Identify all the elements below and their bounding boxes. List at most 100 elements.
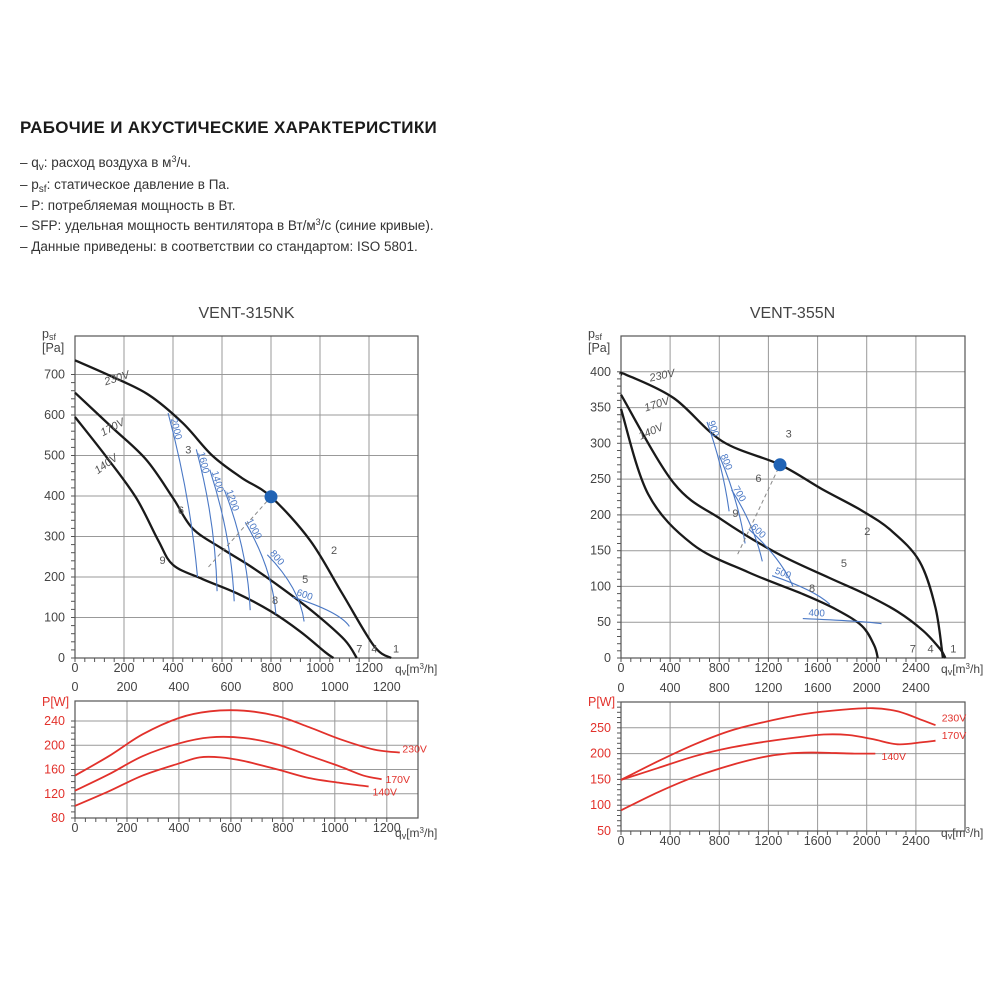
svg-text:5: 5 xyxy=(841,558,847,570)
svg-text:0: 0 xyxy=(618,681,625,695)
svg-text:0: 0 xyxy=(604,651,611,665)
svg-text:6: 6 xyxy=(755,473,761,485)
svg-text:800: 800 xyxy=(718,453,734,473)
svg-text:9: 9 xyxy=(160,555,166,567)
svg-text:400: 400 xyxy=(168,680,189,694)
svg-text:600: 600 xyxy=(220,821,241,835)
svg-text:0: 0 xyxy=(58,651,65,665)
svg-text:1200: 1200 xyxy=(373,821,401,835)
svg-text:3: 3 xyxy=(786,429,792,441)
svg-text:240: 240 xyxy=(44,714,65,728)
svg-text:1200: 1200 xyxy=(754,661,782,675)
svg-text:200: 200 xyxy=(117,821,138,835)
svg-text:300: 300 xyxy=(590,436,611,450)
svg-text:230V: 230V xyxy=(102,368,133,388)
svg-text:0: 0 xyxy=(72,821,79,835)
svg-text:300: 300 xyxy=(44,530,65,544)
svg-text:800: 800 xyxy=(272,680,293,694)
svg-text:800: 800 xyxy=(261,661,282,675)
svg-text:4: 4 xyxy=(371,643,377,655)
svg-text:2400: 2400 xyxy=(902,661,930,675)
svg-text:2000: 2000 xyxy=(853,661,881,675)
svg-text:2000: 2000 xyxy=(853,681,881,695)
svg-text:140V: 140V xyxy=(637,421,667,443)
svg-text:0: 0 xyxy=(618,834,625,848)
svg-text:2: 2 xyxy=(331,545,337,557)
svg-text:230V: 230V xyxy=(942,713,967,725)
svg-text:100: 100 xyxy=(44,611,65,625)
svg-text:1200: 1200 xyxy=(373,680,401,694)
svg-text:120: 120 xyxy=(44,787,65,801)
svg-text:1200: 1200 xyxy=(754,681,782,695)
svg-text:3: 3 xyxy=(185,445,191,457)
svg-text:140V: 140V xyxy=(882,751,907,763)
svg-text:230V: 230V xyxy=(402,744,427,756)
svg-text:200: 200 xyxy=(117,680,138,694)
svg-text:400: 400 xyxy=(808,608,825,620)
svg-text:7: 7 xyxy=(910,643,916,655)
svg-text:100: 100 xyxy=(590,579,611,593)
svg-text:800: 800 xyxy=(709,834,730,848)
svg-text:150: 150 xyxy=(590,544,611,558)
svg-text:1200: 1200 xyxy=(754,834,782,848)
svg-text:1: 1 xyxy=(950,643,956,655)
svg-text:1400: 1400 xyxy=(209,470,226,495)
svg-text:700: 700 xyxy=(730,484,748,504)
svg-text:2400: 2400 xyxy=(902,834,930,848)
svg-text:230V: 230V xyxy=(647,367,677,385)
svg-text:170V: 170V xyxy=(942,730,967,742)
svg-text:1600: 1600 xyxy=(804,661,832,675)
svg-text:160: 160 xyxy=(44,763,65,777)
svg-text:800: 800 xyxy=(709,681,730,695)
svg-text:170V: 170V xyxy=(643,395,673,415)
svg-text:200: 200 xyxy=(590,508,611,522)
svg-text:900: 900 xyxy=(705,419,721,438)
svg-text:600: 600 xyxy=(212,661,233,675)
svg-text:5: 5 xyxy=(302,574,308,586)
svg-text:170V: 170V xyxy=(386,774,411,786)
svg-text:400: 400 xyxy=(163,661,184,675)
svg-text:200: 200 xyxy=(44,570,65,584)
svg-text:1000: 1000 xyxy=(321,680,349,694)
svg-text:1000: 1000 xyxy=(321,821,349,835)
svg-text:100: 100 xyxy=(590,798,611,812)
svg-text:1600: 1600 xyxy=(195,451,211,475)
svg-text:400: 400 xyxy=(660,661,681,675)
svg-text:50: 50 xyxy=(597,615,611,629)
svg-text:350: 350 xyxy=(590,401,611,415)
svg-text:0: 0 xyxy=(72,680,79,694)
svg-text:400: 400 xyxy=(660,834,681,848)
svg-text:400: 400 xyxy=(44,489,65,503)
svg-text:200: 200 xyxy=(114,661,135,675)
svg-text:200: 200 xyxy=(590,747,611,761)
svg-text:0: 0 xyxy=(72,661,79,675)
svg-text:140V: 140V xyxy=(373,787,398,799)
svg-text:400: 400 xyxy=(660,681,681,695)
svg-text:1000: 1000 xyxy=(306,661,334,675)
svg-text:0: 0 xyxy=(618,661,625,675)
svg-text:600: 600 xyxy=(44,408,65,422)
svg-text:80: 80 xyxy=(51,811,65,825)
svg-text:1000: 1000 xyxy=(244,517,264,542)
svg-text:2000: 2000 xyxy=(853,834,881,848)
svg-text:9: 9 xyxy=(732,508,738,520)
svg-text:6: 6 xyxy=(178,505,184,517)
svg-text:400: 400 xyxy=(168,821,189,835)
svg-text:800: 800 xyxy=(267,548,286,568)
svg-text:8: 8 xyxy=(272,595,278,607)
svg-text:4: 4 xyxy=(928,643,934,655)
svg-text:800: 800 xyxy=(272,821,293,835)
svg-text:2400: 2400 xyxy=(902,681,930,695)
svg-text:200: 200 xyxy=(44,738,65,752)
svg-text:1200: 1200 xyxy=(355,661,383,675)
svg-text:800: 800 xyxy=(709,661,730,675)
svg-text:400: 400 xyxy=(590,365,611,379)
svg-text:250: 250 xyxy=(590,721,611,735)
svg-text:1: 1 xyxy=(393,643,399,655)
svg-text:150: 150 xyxy=(590,772,611,786)
svg-text:700: 700 xyxy=(44,368,65,382)
svg-text:8: 8 xyxy=(809,583,815,595)
svg-text:500: 500 xyxy=(44,449,65,463)
svg-text:50: 50 xyxy=(597,824,611,838)
svg-text:1200: 1200 xyxy=(223,488,241,513)
